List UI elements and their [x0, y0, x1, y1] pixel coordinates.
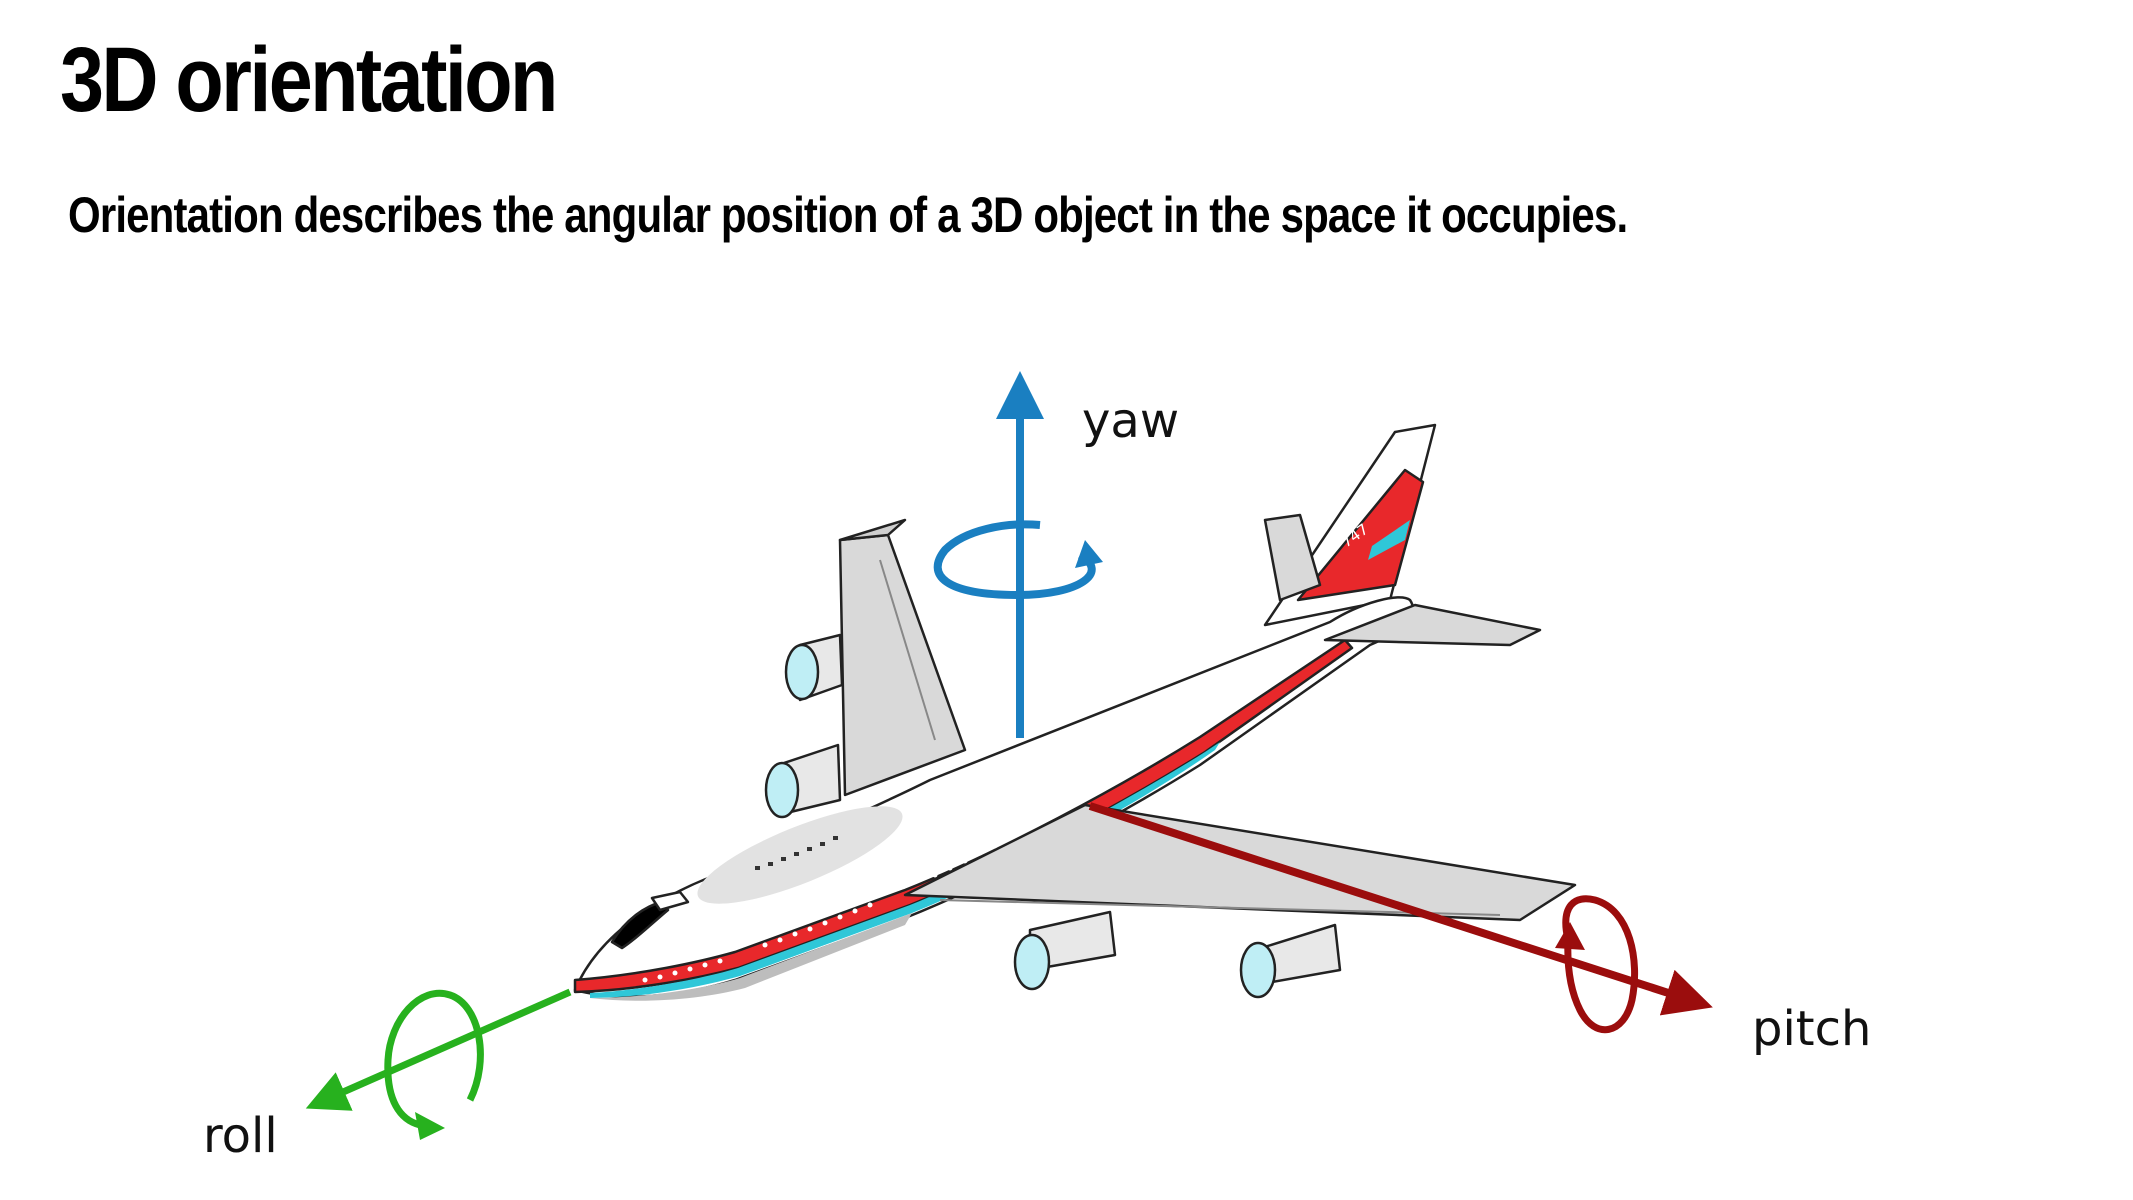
- window-row: [642, 659, 1303, 983]
- roll-rotation-icon: [384, 989, 484, 1140]
- roll-axis: roll: [203, 988, 572, 1164]
- roll-arrow: [305, 988, 572, 1111]
- roll-label: roll: [203, 1108, 278, 1164]
- yaw-label: yaw: [1082, 393, 1179, 449]
- pitch-arrow: [1088, 802, 1713, 1016]
- yaw-axis: yaw: [933, 371, 1179, 738]
- left-stabilizer: [1263, 513, 1322, 602]
- left-engine-outer: [784, 633, 844, 702]
- right-engine-outer: [1239, 923, 1342, 999]
- upper-deck-windows: [755, 836, 838, 870]
- right-wing: [903, 803, 1577, 922]
- right-engine-inner: [1013, 910, 1117, 991]
- yaw-rotation-icon: [933, 520, 1103, 600]
- airplane-illustration: 747: [573, 423, 1577, 1001]
- pitch-rotation-icon: [1555, 895, 1639, 1034]
- slide-title: 3D orientation: [60, 29, 558, 131]
- pitch-axis: pitch: [1088, 802, 1871, 1057]
- left-engine-inner: [764, 743, 842, 819]
- pitch-label: pitch: [1752, 1001, 1871, 1057]
- right-stabilizer: [1323, 603, 1542, 647]
- left-wing: [838, 518, 967, 797]
- slide-subtitle: Orientation describes the angular positi…: [68, 187, 1628, 243]
- fuselage: [573, 596, 1415, 1001]
